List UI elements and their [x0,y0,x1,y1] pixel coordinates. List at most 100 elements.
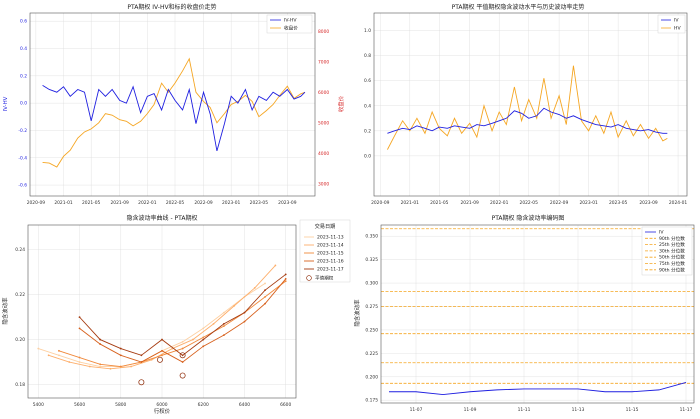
legend-label: 90th 分位数 [659,235,685,242]
smile-point [99,363,102,366]
smile-point [119,354,122,357]
chart2-y-tick: 0.4 [364,103,371,109]
chart2-title: PTA期权 平值期权隐含波动水平与历史波动率走势 [452,3,585,11]
chart1-x-tick: 2021-01 [54,200,73,206]
chart4-x-tick: 11-13 [572,407,585,413]
chart1-ylabel-left: IV-HV [3,96,9,111]
smile-point [274,264,277,267]
chart2-legend: IV HV [657,14,686,34]
chart1-x-tick: 2021-05 [82,200,101,206]
atm-marker [179,352,186,359]
legend-label: 25th 分位数 [659,241,685,248]
iv-hv-price-chart: PTA期权 IV-HV和标的收盘价走势 2020-09 2021-01 2021-0… [3,3,345,206]
chart4-ylabel: 隐含波动率 [353,299,361,327]
smile-point [222,311,225,314]
legend-date: 2023-11-13 [317,235,344,241]
chart2-x-tick: 2023-09 [639,200,658,206]
smile-point [78,316,81,319]
chart2-y-tick: 1.0 [364,28,371,34]
chart4-y-tick: 0.325 [365,257,378,263]
iv-line [389,381,687,396]
smile-point [119,347,122,350]
chart2-x-tick: 2023-01 [579,200,598,206]
atm-marker [179,372,186,379]
chart1-x-tick: 2021-09 [111,200,130,206]
hv-line [387,65,668,150]
iv-hv-trend-chart: PTA期权 平值期权隐含波动水平与历史波动率走势 2020-09 2021-01 2… [364,3,687,206]
chart2-x-tick: 2020-09 [371,200,390,206]
legend-hv: HV [674,26,681,32]
chart1-y-left-tick: -0.4 [18,155,27,161]
chart2-x-tick: 2022-09 [550,200,569,206]
legend-atm: 平值期权 [315,275,334,282]
chart1-x-tick: 2023-05 [250,200,269,206]
smile-point [99,343,102,345]
smile-point [243,320,246,323]
chart1-y-left-tick: 0.2 [20,73,27,79]
smile-point [243,311,246,314]
legend-close: 收盘价 [284,25,298,32]
smile-point [222,322,225,325]
smile-line-2023-11-17 [79,274,286,356]
chart2-y-tick: 0.6 [364,78,371,84]
legend-label: 75th 分位数 [659,260,685,267]
smile-point [58,354,60,357]
chart4-y-tick: 0.250 [365,327,378,333]
smile-point [161,354,163,357]
chart1-y-right-tick: 4000 [318,151,329,157]
chart2-x-tick: 2022-05 [520,200,539,206]
smile-point [181,340,184,343]
iv-quantile-chart: PTA期权 隐含波动率编码图 11-07 11-09 11-11 11-13 11-15… [353,214,695,413]
smile-point [264,289,266,292]
smile-point [88,365,91,368]
chart1-legend: IV-HV 收盘价 [266,14,313,34]
chart4-y-tick: 0.300 [365,281,378,287]
smile-point [264,295,266,298]
smile-point [202,327,205,330]
chart2-y-tick: 0.2 [364,128,371,134]
chart2-x-tick: 2024-01 [669,200,688,206]
chart3-y-tick: 0.18 [15,382,25,388]
chart1-y-left-tick: -0.6 [18,183,27,189]
smile-point [212,322,215,325]
chart3-ylabel: 隐含波动率 [1,297,9,325]
chart3-x-tick: 6600 [280,402,291,408]
chart4-y-tick: 0.275 [365,304,378,310]
iv-line [387,107,668,134]
legend-label: 50th 分位数 [659,254,685,261]
chart1-y-left-tick: 0.6 [20,19,27,25]
smile-point [253,287,256,289]
iv-hv-line [42,84,306,152]
smile-point [109,367,112,370]
atm-marker [156,356,163,363]
smile-point [181,361,184,363]
chart3-frame [27,224,297,399]
chart4-x-tick: 11-11 [518,407,531,413]
smile-line-2023-11-16 [79,278,287,363]
chart1-title: PTA期权 IV-HV和标的收盘价走势 [127,3,216,11]
chart1-x-tick: 2022-09 [194,200,213,206]
smile-point [78,327,81,330]
legend-label: IV [659,230,664,236]
chart1-y-left-tick: 0.0 [20,101,27,107]
chart3-legend: 交易日期 2023-11-13 2023-11-14 2023-11-15 2023-… [299,219,351,283]
chart3-x-tick: 5800 [115,402,126,408]
smile-point [264,302,266,305]
smile-point [233,304,236,307]
legend-label: 90th 分位数 [659,266,685,273]
chart3-x-tick: 5400 [33,402,44,408]
chart3-x-tick: 6200 [198,402,209,408]
chart4-x-tick: 11-07 [410,407,423,413]
chart1-x-tick: 2022-05 [166,200,185,206]
chart3-x-tick: 6400 [239,402,250,408]
smile-point [161,338,163,341]
chart1-y-left-tick: 0.4 [20,46,27,52]
chart1-frame [29,12,316,197]
smile-point [140,354,143,357]
chart1-x-tick: 2023-09 [278,200,297,206]
chart3-x-tick: 6000 [156,402,167,408]
chart1-x-tick: 2020-09 [27,200,46,206]
chart2-frame [373,12,688,197]
